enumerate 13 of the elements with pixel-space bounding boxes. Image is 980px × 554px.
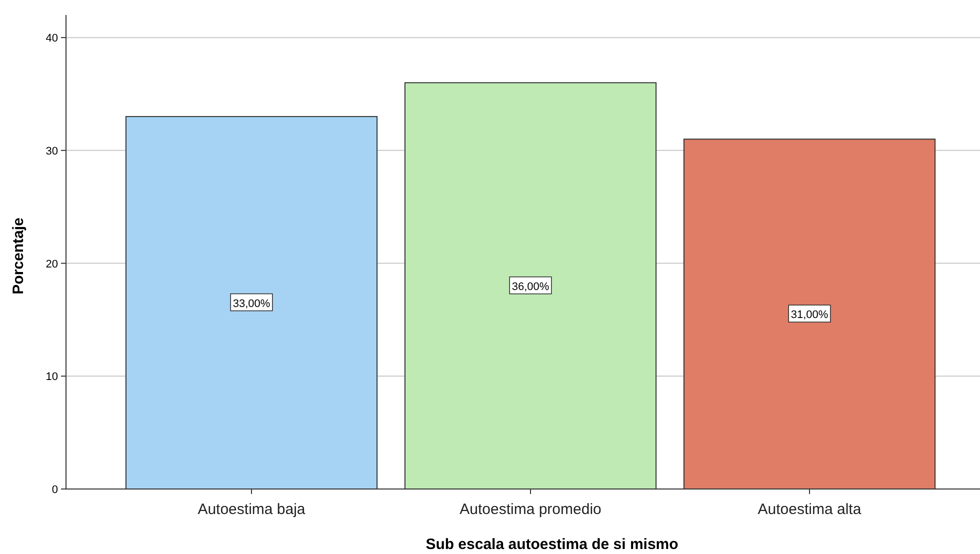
x-tick-label: Autoestima promedio <box>460 501 602 518</box>
y-tick-label: 10 <box>46 371 58 384</box>
data-label: 31,00% <box>790 309 828 322</box>
data-label: 36,00% <box>512 280 550 293</box>
y-axis-title: Porcentaje <box>10 218 27 294</box>
x-axis-title: Sub escala autoestima de si mismo <box>426 536 678 553</box>
y-tick-label: 30 <box>46 145 58 158</box>
y-tick-label: 0 <box>52 484 58 496</box>
data-label: 33,00% <box>232 298 270 310</box>
x-tick-label: Autoestima alta <box>758 501 862 518</box>
y-tick-label: 40 <box>46 32 58 45</box>
x-tick-label: Autoestima baja <box>198 501 306 518</box>
y-tick-label: 20 <box>46 258 58 270</box>
